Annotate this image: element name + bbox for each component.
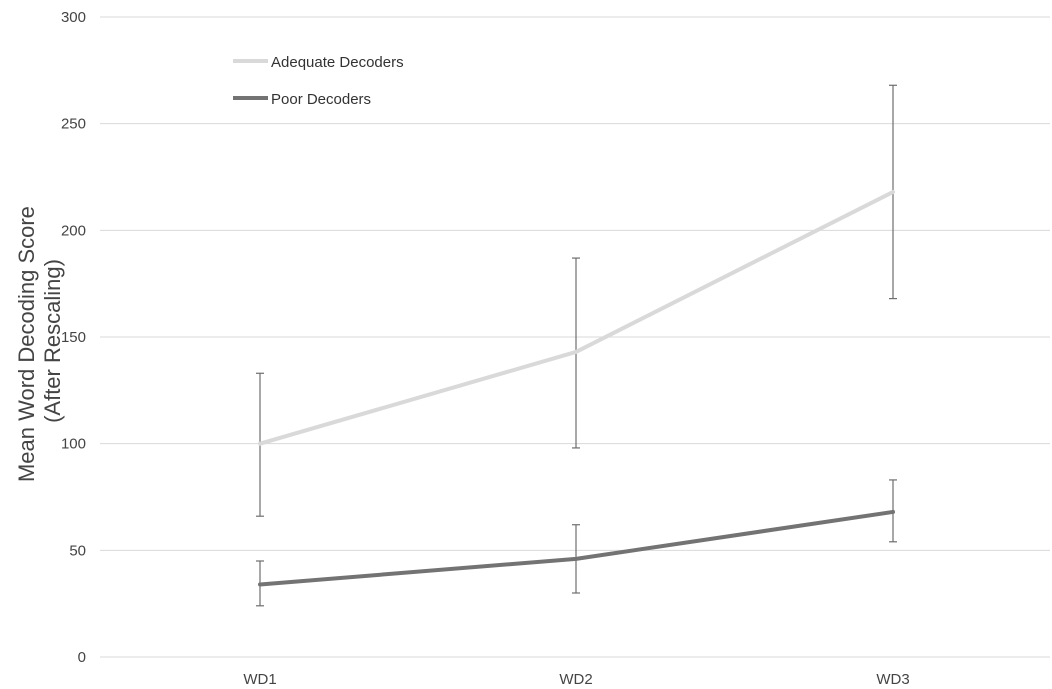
y-tick-labels: 0 50 100 150 200 250 300 <box>61 9 86 666</box>
y-tick-label-50: 50 <box>69 542 86 559</box>
legend-label-poor-decoders: Poor Decoders <box>271 91 371 108</box>
x-tick-labels: WD1 WD2 WD3 <box>243 671 909 688</box>
x-tick-label-wd3: WD3 <box>876 671 909 688</box>
series-line-adequate-decoders <box>258 189 895 446</box>
y-tick-label-100: 100 <box>61 436 86 453</box>
y-axis-title-line-1: Mean Word Decoding Score <box>14 206 39 482</box>
error-bars <box>256 84 897 607</box>
gridlines <box>100 16 1050 658</box>
legend: Adequate Decoders Poor Decoders <box>233 54 404 108</box>
legend-label-adequate-decoders: Adequate Decoders <box>271 54 404 71</box>
y-tick-label-300: 300 <box>61 9 86 26</box>
series-lines <box>258 189 895 587</box>
y-tick-label-150: 150 <box>61 329 86 346</box>
y-axis-title: Mean Word Decoding Score (After Rescalin… <box>14 200 65 482</box>
y-tick-label-200: 200 <box>61 222 86 239</box>
y-tick-label-250: 250 <box>61 116 86 133</box>
x-tick-label-wd1: WD1 <box>243 671 276 688</box>
y-axis-title-line-2: (After Rescaling) <box>40 259 65 423</box>
y-tick-label-0: 0 <box>78 649 86 666</box>
series-line-poor-decoders <box>258 509 895 587</box>
x-tick-label-wd2: WD2 <box>559 671 592 688</box>
